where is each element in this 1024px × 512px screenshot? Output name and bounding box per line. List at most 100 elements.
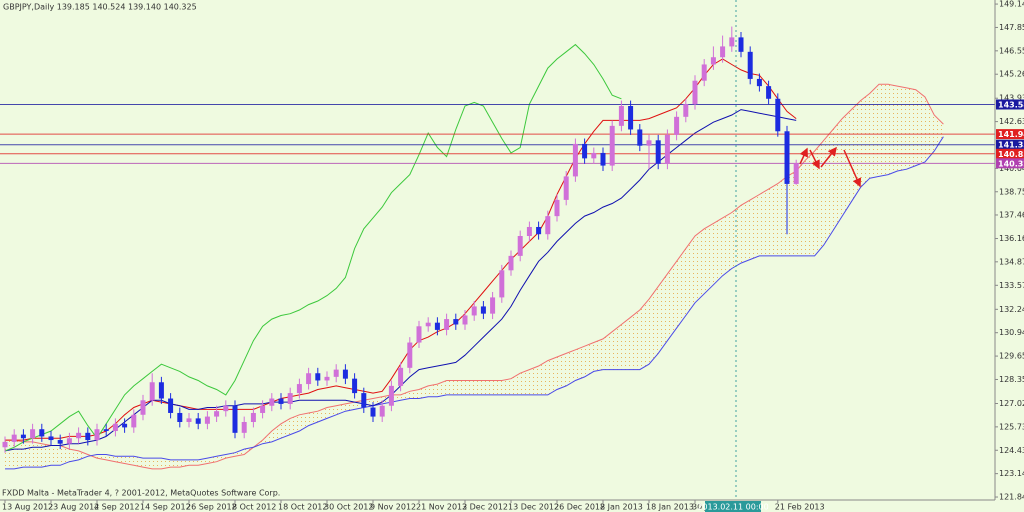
candle-body <box>536 226 542 235</box>
candle-body <box>738 37 744 52</box>
candle-body <box>591 152 597 159</box>
candle-body <box>103 429 109 432</box>
candle-body <box>122 423 128 428</box>
candle-body <box>2 441 8 448</box>
candle-body <box>76 432 82 439</box>
candle-body <box>655 140 661 164</box>
x-tick-label: 8 Oct 2012 <box>232 503 276 512</box>
indicator-line <box>4 43 622 452</box>
candle-body <box>85 432 91 441</box>
y-tick-label: 145.260 <box>999 70 1024 79</box>
candle-body <box>177 412 183 422</box>
x-tick-label: 30 Oct 2012 <box>324 503 373 512</box>
candle-body <box>462 315 468 325</box>
candle-body <box>490 297 496 314</box>
x-tick-label: 21 Nov 2012 <box>416 503 467 512</box>
y-tick-label: 127.025 <box>999 399 1024 408</box>
y-tick-label: 146.555 <box>999 46 1024 55</box>
level-label: 140.325 <box>998 159 1024 168</box>
candle-body <box>416 326 422 343</box>
y-tick-label: 132.240 <box>999 305 1024 314</box>
forecast-arrow <box>799 147 808 165</box>
y-tick-label: 140.045 <box>999 164 1024 173</box>
candle-body <box>499 270 505 298</box>
candle-body <box>618 105 624 126</box>
candle-body <box>646 140 652 146</box>
candle-body <box>582 143 588 159</box>
candle-body <box>784 131 790 184</box>
candle-body <box>572 143 578 177</box>
footer: FXDD Malta - MetaTrader 4, ? 2001-2012, … <box>2 489 280 498</box>
y-tick-label: 149.145 <box>999 0 1024 9</box>
candle-body <box>554 199 560 217</box>
candle-body <box>361 393 367 408</box>
candle-body <box>214 411 220 417</box>
candle-body <box>398 367 404 386</box>
candles-layer <box>2 26 799 453</box>
candle-body <box>664 134 670 164</box>
y-tick-label: 125.730 <box>999 422 1024 431</box>
candle-body <box>57 440 63 444</box>
candle-body <box>756 78 762 87</box>
candle-body <box>793 163 799 184</box>
level-label: 141.357 <box>998 141 1024 150</box>
candle-body <box>388 385 394 406</box>
candle-body <box>775 98 781 132</box>
crosshair-label: 2013.02.11 00:00 <box>697 503 768 512</box>
x-tick-label: 18 Jan 2013 <box>646 503 694 512</box>
candle-body <box>241 421 247 433</box>
candle-body <box>637 129 643 146</box>
candle-body <box>39 429 45 437</box>
candle-body <box>710 57 716 65</box>
level-tag <box>996 99 1024 110</box>
candle-body <box>747 51 753 79</box>
x-tick-label: 14 Sep 2012 <box>140 503 191 512</box>
y-tick-label: 128.355 <box>999 375 1024 384</box>
x-tick-label: 13 Aug 2012 <box>2 503 53 512</box>
candle-body <box>158 382 164 399</box>
candle-body <box>232 405 238 433</box>
crosshair-tag <box>705 501 761 512</box>
y-tick-label: 147.850 <box>999 23 1024 32</box>
y-tick-label: 129.650 <box>999 352 1024 361</box>
candle-body <box>480 306 486 314</box>
candle-body <box>563 176 569 200</box>
chart-title: GBPJPY,Daily 139.185 140.524 139.140 140… <box>3 3 197 12</box>
level-label: 141.943 <box>998 130 1024 139</box>
candle-body <box>692 80 698 105</box>
x-tick-label: 26 Dec 2012 <box>554 503 605 512</box>
candle-body <box>370 407 376 417</box>
forecast-arrows <box>799 146 862 188</box>
forecast-arrow <box>820 146 837 168</box>
candle-body <box>94 429 100 441</box>
y-tick-label: 123.140 <box>999 469 1024 478</box>
candle-body <box>195 418 201 424</box>
cloud-fill <box>5 84 944 469</box>
candle-body <box>250 412 256 422</box>
candle-body <box>20 434 26 439</box>
candle-body <box>223 405 229 412</box>
candle-body <box>112 423 118 432</box>
level-tag <box>996 139 1024 150</box>
candle-body <box>48 436 54 441</box>
y-tick-label: 138.750 <box>999 187 1024 196</box>
x-tick-label: 26 Sep 2012 <box>186 503 237 512</box>
candle-body <box>600 152 606 166</box>
y-tick-label: 124.435 <box>999 446 1024 455</box>
candle-body <box>168 398 174 413</box>
level-tag <box>996 129 1024 140</box>
candle-body <box>352 378 358 394</box>
candle-body <box>508 255 514 271</box>
y-tick-label: 136.160 <box>999 234 1024 243</box>
candle-body <box>609 125 615 166</box>
candle-body <box>471 306 477 316</box>
candle-body <box>287 393 293 404</box>
candle-body <box>149 382 155 401</box>
level-label: 140.853 <box>998 150 1024 159</box>
candle-body <box>30 429 36 439</box>
candle-body <box>379 405 385 417</box>
x-tick-label: 23 Aug 2012 <box>48 503 99 512</box>
